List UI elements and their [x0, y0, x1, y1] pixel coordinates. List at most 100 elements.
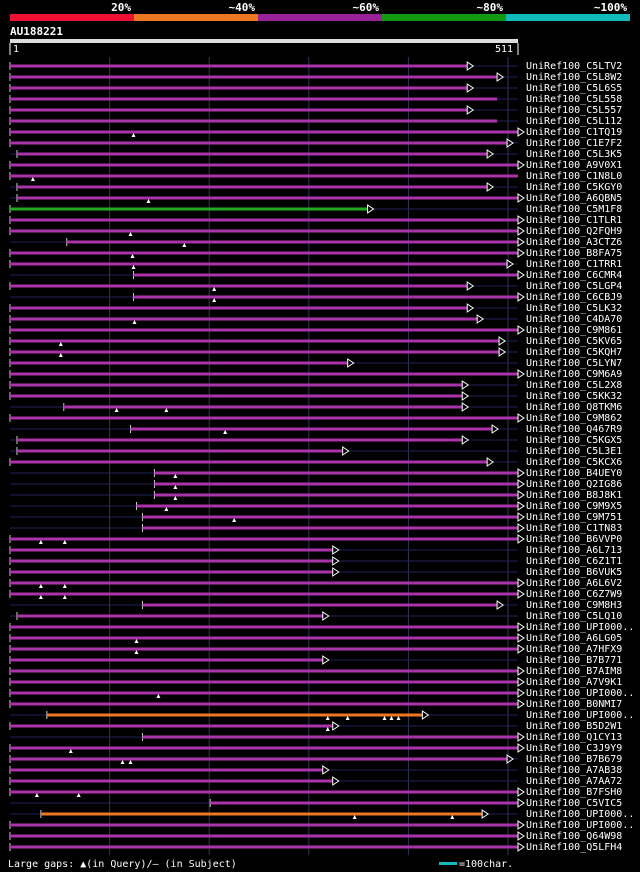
hit-label[interactable]: UniRef100_C9M862 [526, 413, 622, 424]
hit-row[interactable]: UniRef100_C5KGY0 [10, 182, 622, 193]
hit-row[interactable]: UniRef100_C9M861 [9, 325, 622, 336]
hit-row[interactable]: UniRef100_C5KCX6 [9, 457, 622, 468]
hit-bar[interactable] [10, 251, 518, 255]
hit-label[interactable]: UniRef100_A7HFX9 [526, 644, 622, 655]
hit-row[interactable]: UniRef100_C5M1F8 [9, 204, 622, 215]
hit-row[interactable]: UniRef100_C1TLR1 [9, 215, 622, 226]
hit-bar[interactable] [154, 493, 518, 497]
hit-label[interactable]: UniRef100_C5L6S5 [526, 83, 622, 94]
hit-label[interactable]: UniRef100_B7B771 [526, 655, 622, 666]
hit-label[interactable]: UniRef100_A9V0X1 [526, 160, 622, 171]
hit-bar[interactable] [10, 548, 333, 552]
hit-row[interactable]: UniRef100_B7AIM8 [9, 666, 622, 677]
hit-row[interactable]: UniRef100_UPI000.. [10, 809, 634, 820]
hit-bar[interactable] [10, 119, 498, 123]
hit-bar[interactable] [10, 207, 368, 211]
hit-row[interactable]: UniRef100_C5L112 [9, 116, 622, 127]
hit-label[interactable]: UniRef100_B4UEY0 [526, 468, 622, 479]
hit-row[interactable]: UniRef100_C6Z1T1 [9, 556, 622, 567]
hit-row[interactable]: UniRef100_C9M8H3 [10, 600, 622, 611]
hit-bar[interactable] [10, 559, 333, 563]
hit-bar[interactable] [10, 658, 323, 662]
hit-row[interactable]: UniRef100_C1TRR1 [9, 259, 622, 270]
hit-label[interactable]: UniRef100_Q5LFH4 [526, 842, 622, 853]
hit-row[interactable]: UniRef100_C5L558 [9, 94, 622, 105]
hit-label[interactable]: UniRef100_A3CTZ6 [526, 237, 622, 248]
hit-label[interactable]: UniRef100_B7AIM8 [526, 666, 622, 677]
hit-bar[interactable] [136, 504, 518, 508]
hit-label[interactable]: UniRef100_C6CMR4 [526, 270, 622, 281]
hit-row[interactable]: UniRef100_C5LYN7 [9, 358, 622, 369]
hit-bar[interactable] [10, 394, 463, 398]
hit-label[interactable]: UniRef100_C6Z1T1 [526, 556, 622, 567]
hit-bar[interactable] [10, 361, 348, 365]
hit-label[interactable]: UniRef100_B6VUK5 [526, 567, 622, 578]
hit-bar[interactable] [10, 317, 478, 321]
hit-bar[interactable] [133, 295, 518, 299]
hit-row[interactable]: UniRef100_B8J8K1 [10, 490, 622, 501]
hit-bar[interactable] [130, 427, 493, 431]
hit-label[interactable]: UniRef100_C1TQ19 [526, 127, 622, 138]
hit-bar[interactable] [10, 845, 518, 849]
hit-label[interactable]: UniRef100_Q2FQH9 [526, 226, 622, 237]
hit-row[interactable]: UniRef100_A7AB38 [9, 765, 622, 776]
hit-bar[interactable] [66, 240, 518, 244]
hit-row[interactable]: UniRef100_B7FSH0 [9, 787, 622, 798]
hit-bar[interactable] [10, 636, 518, 640]
hit-row[interactable]: UniRef100_C5LGP4 [9, 281, 622, 292]
hit-row[interactable]: UniRef100_A6L713 [9, 545, 622, 556]
hit-label[interactable]: UniRef100_C5M1F8 [526, 204, 622, 215]
hit-row[interactable]: UniRef100_C9M751 [10, 512, 622, 523]
hit-label[interactable]: UniRef100_C5KV65 [526, 336, 622, 347]
hit-label[interactable]: UniRef100_A6L6V2 [526, 578, 622, 589]
hit-row[interactable]: UniRef100_C5KV65 [9, 336, 622, 347]
hit-row[interactable]: UniRef100_B7B679 [9, 754, 622, 765]
hit-bar[interactable] [10, 174, 518, 178]
hit-label[interactable]: UniRef100_C9M8H3 [526, 600, 622, 611]
hit-row[interactable]: UniRef100_B4UEY0 [10, 468, 622, 479]
hit-label[interactable]: UniRef100_Q1CY13 [526, 732, 622, 743]
hit-label[interactable]: UniRef100_C1N8L0 [526, 171, 622, 182]
hit-row[interactable]: UniRef100_UPI000.. [9, 820, 634, 831]
hit-row[interactable]: UniRef100_B8FA75 [9, 248, 622, 259]
hit-bar[interactable] [10, 779, 333, 783]
hit-bar[interactable] [10, 262, 508, 266]
hit-label[interactable]: UniRef100_B7B679 [526, 754, 622, 765]
hit-bar[interactable] [46, 713, 423, 717]
hit-row[interactable]: UniRef100_C5KK32 [9, 391, 622, 402]
hit-label[interactable]: UniRef100_A6L713 [526, 545, 622, 556]
hit-bar[interactable] [10, 372, 518, 376]
hit-row[interactable]: UniRef100_UPI000.. [9, 622, 634, 633]
hit-row[interactable]: UniRef100_A6QBN5 [10, 193, 622, 204]
hit-bar[interactable] [10, 581, 518, 585]
hit-label[interactable]: UniRef100_Q64W98 [526, 831, 622, 842]
hit-label[interactable]: UniRef100_Q467R9 [526, 424, 622, 435]
hit-label[interactable]: UniRef100_C5VIC5 [526, 798, 622, 809]
hit-label[interactable]: UniRef100_C6CBJ9 [526, 292, 622, 303]
hit-label[interactable]: UniRef100_C5KGX5 [526, 435, 622, 446]
hit-row[interactable]: UniRef100_C5L557 [9, 105, 622, 116]
hit-label[interactable]: UniRef100_C5LYN7 [526, 358, 622, 369]
hit-label[interactable]: UniRef100_C3J9Y9 [526, 743, 622, 754]
hit-label[interactable]: UniRef100_UPI000.. [526, 820, 634, 831]
hit-row[interactable]: UniRef100_C1TQ19 [9, 127, 622, 138]
hit-label[interactable]: UniRef100_C9M751 [526, 512, 622, 523]
hit-label[interactable]: UniRef100_C5LQ10 [526, 611, 622, 622]
hit-bar[interactable] [10, 625, 518, 629]
hit-bar[interactable] [210, 801, 518, 805]
hit-bar[interactable] [10, 537, 518, 541]
hit-row[interactable]: UniRef100_C5L6S5 [9, 83, 622, 94]
hit-row[interactable]: UniRef100_C5L2X8 [9, 380, 622, 391]
hit-row[interactable]: UniRef100_C1N8L0 [9, 171, 622, 182]
hit-label[interactable]: UniRef100_A7V9K1 [526, 677, 622, 688]
hit-label[interactable]: UniRef100_C5LK32 [526, 303, 622, 314]
hit-bar[interactable] [10, 746, 518, 750]
hit-bar[interactable] [63, 405, 463, 409]
hit-bar[interactable] [10, 680, 518, 684]
hit-bar[interactable] [10, 724, 333, 728]
hit-row[interactable]: UniRef100_Q8TKM6 [10, 402, 622, 413]
hit-bar[interactable] [16, 449, 343, 453]
hit-label[interactable]: UniRef100_B5D2W1 [526, 721, 622, 732]
hit-row[interactable]: UniRef100_C5VIC5 [10, 798, 622, 809]
hit-bar[interactable] [16, 196, 519, 200]
